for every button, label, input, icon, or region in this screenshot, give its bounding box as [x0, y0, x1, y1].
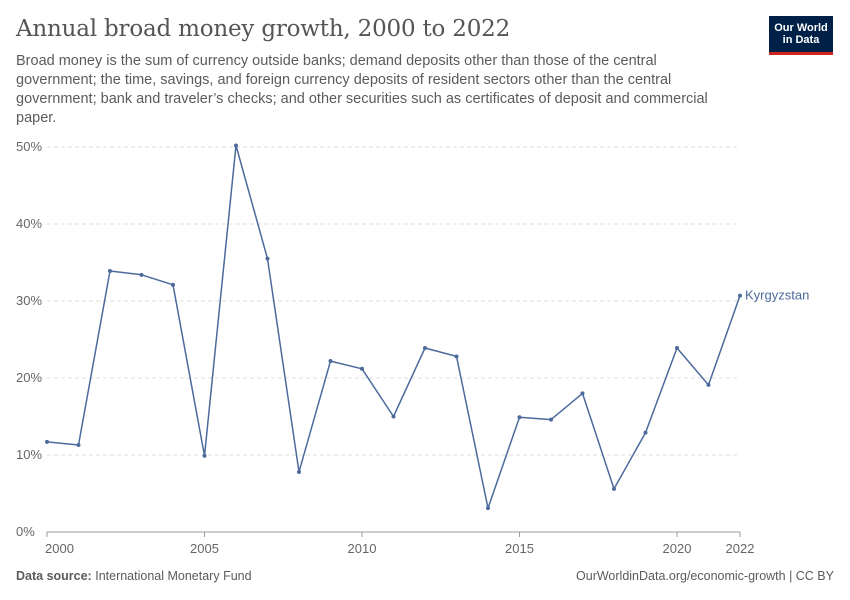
- data-point[interactable]: [675, 345, 679, 350]
- x-tick-label: 2010: [348, 541, 377, 556]
- data-point[interactable]: [612, 486, 616, 491]
- data-point[interactable]: [234, 143, 238, 148]
- data-point[interactable]: [706, 382, 711, 387]
- data-point[interactable]: [580, 391, 585, 396]
- data-point[interactable]: [391, 414, 396, 419]
- data-point[interactable]: [297, 469, 301, 474]
- y-tick-label: 40%: [16, 216, 42, 231]
- y-axis-ticks: 0% 10% 20% 30% 40% 50%: [16, 139, 42, 539]
- x-tick-label: 2005: [190, 541, 219, 556]
- logo-line-1: Our World: [774, 22, 828, 34]
- gridlines: [47, 146, 740, 533]
- footer-source: Data source: International Monetary Fund: [16, 569, 252, 583]
- x-axis-ticks: 2000 2005 2010 2015 2020 2022: [45, 532, 754, 556]
- x-tick-label: 2022: [726, 541, 755, 556]
- data-point[interactable]: [423, 345, 427, 350]
- data-point[interactable]: [265, 256, 270, 261]
- y-tick-label: 50%: [16, 139, 42, 154]
- footer-url[interactable]: OurWorldinData.org/economic-growth | CC …: [576, 569, 834, 583]
- data-point[interactable]: [738, 293, 742, 298]
- source-value[interactable]: International Monetary Fund: [95, 569, 252, 583]
- y-tick-label: 30%: [16, 293, 42, 308]
- data-point[interactable]: [139, 272, 144, 277]
- data-point[interactable]: [486, 506, 490, 511]
- chart-title: Annual broad money growth, 2000 to 2022: [16, 16, 511, 42]
- y-tick-label: 10%: [16, 447, 42, 462]
- x-tick-label: 2020: [663, 541, 692, 556]
- data-point[interactable]: [171, 282, 175, 287]
- y-tick-label: 20%: [16, 370, 42, 385]
- owid-logo[interactable]: Our World in Data: [769, 16, 833, 55]
- data-point[interactable]: [643, 430, 648, 435]
- y-tick-label: 0%: [16, 524, 35, 539]
- series-line-kyrgyzstan: [46, 144, 741, 509]
- series-label[interactable]: Kyrgyzstan: [745, 288, 809, 303]
- source-label: Data source:: [16, 569, 92, 583]
- data-point[interactable]: [108, 268, 112, 273]
- logo-line-2: in Data: [782, 34, 820, 46]
- data-point[interactable]: [328, 359, 333, 364]
- chart-subtitle: Broad money is the sum of currency outsi…: [16, 53, 708, 126]
- data-point[interactable]: [202, 453, 207, 458]
- data-point[interactable]: [454, 354, 459, 359]
- x-tick-label: 2015: [505, 541, 534, 556]
- data-point[interactable]: [517, 415, 522, 420]
- data-point[interactable]: [549, 417, 553, 422]
- data-point[interactable]: [45, 439, 49, 444]
- series-layer: Kyrgyzstan: [45, 143, 809, 511]
- x-tick-label: 2000: [45, 541, 74, 556]
- data-point[interactable]: [360, 366, 364, 371]
- data-point[interactable]: [76, 442, 81, 447]
